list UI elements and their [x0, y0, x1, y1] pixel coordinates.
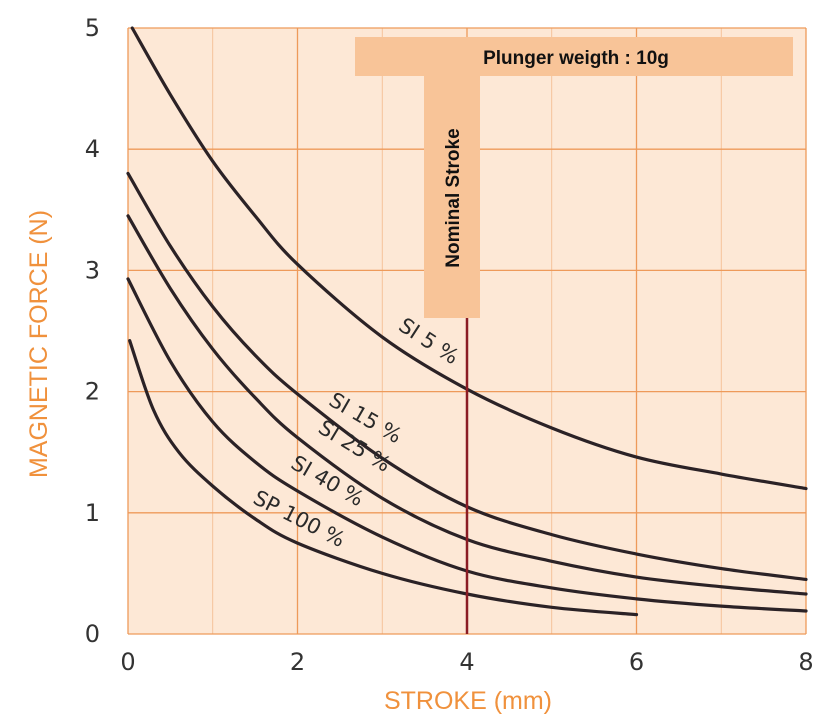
y-tick-label-3: 3 [85, 256, 100, 284]
x-axis-title: STROKE (mm) [384, 687, 552, 715]
curve-1 [126, 171, 808, 582]
y-tick-label-5: 5 [85, 14, 100, 42]
x-tick-label-3: 6 [629, 648, 644, 676]
y-axis-title: MAGNETIC FORCE (N) [25, 210, 53, 478]
x-tick-label-1: 2 [290, 648, 305, 676]
nominal-stroke-label: Nominal Stroke [443, 128, 464, 267]
y-tick-label-0: 0 [85, 620, 100, 648]
x-tick-label-2: 4 [459, 648, 474, 676]
curve-4 [128, 339, 639, 617]
y-tick-labels: 0 1 2 3 4 5 [85, 14, 100, 648]
curve-3 [126, 277, 808, 613]
x-tick-label-4: 8 [798, 648, 813, 676]
force-curves [126, 26, 808, 617]
x-tick-label-0: 0 [120, 648, 135, 676]
plunger-weight-text: Plunger weigth : 10g [483, 48, 669, 69]
nominal-stroke-box [424, 76, 480, 318]
curve-0 [130, 26, 808, 491]
y-tick-label-1: 1 [85, 499, 100, 527]
y-tick-label-2: 2 [85, 378, 100, 406]
y-tick-label-4: 4 [85, 135, 100, 163]
plunger-weight-banner [355, 37, 793, 76]
curve-2 [126, 214, 808, 596]
x-tick-labels: 0 2 4 6 8 [120, 648, 813, 676]
